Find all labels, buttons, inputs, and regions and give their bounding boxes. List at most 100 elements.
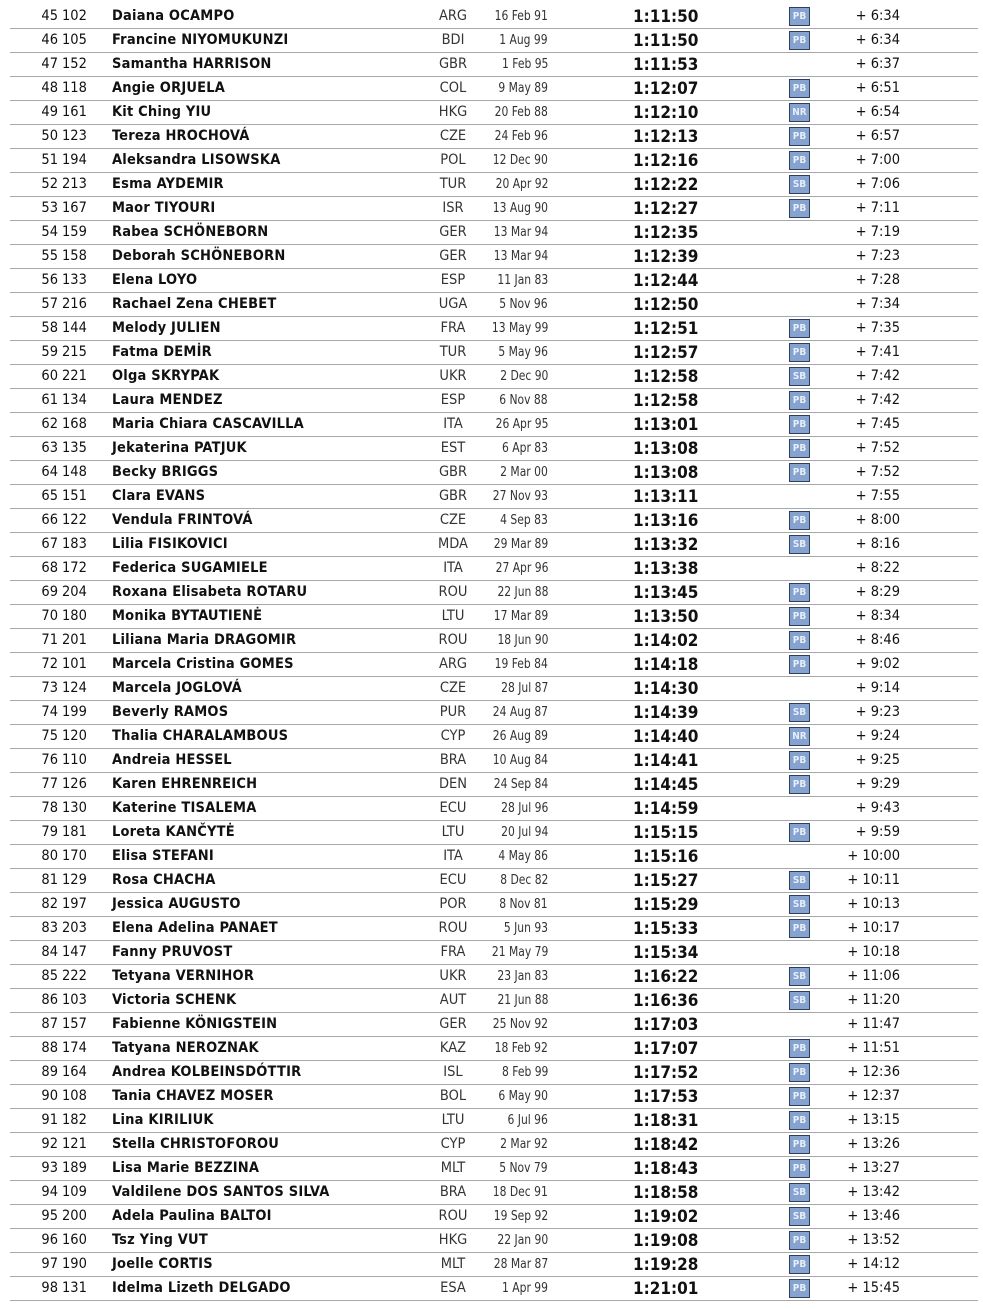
rank: 89 — [41, 1064, 58, 1080]
record-badge: SB — [789, 991, 810, 1010]
athlete-name: Maria Chiara CASCAVILLA — [112, 416, 304, 432]
time-behind: + 8:29 — [855, 584, 900, 600]
rank: 77 — [41, 776, 58, 792]
time-behind: + 9:02 — [855, 656, 900, 672]
time-behind: + 13:27 — [847, 1160, 900, 1176]
athlete-name: Elena LOYO — [112, 272, 198, 288]
bib-number: 199 — [62, 704, 87, 720]
table-row: 65 151 Clara EVANS GBR 27 Nov 93 1:13:11 + 7:5… — [10, 485, 978, 509]
date-of-birth: 6 Jul 96 — [507, 1113, 548, 1128]
athlete-name: Karen EHRENREICH — [112, 776, 258, 792]
bib-number: 221 — [62, 368, 87, 384]
country-code: BRA — [439, 752, 467, 768]
finish-time: 1:13:08 — [633, 439, 699, 459]
bib-number: 197 — [62, 896, 87, 912]
time-behind: + 7:55 — [855, 488, 900, 504]
finish-time: 1:14:59 — [633, 799, 699, 819]
athlete-name: Angie ORJUELA — [112, 80, 226, 96]
rank: 52 — [41, 176, 58, 192]
rank: 90 — [41, 1088, 58, 1104]
bib-number: 151 — [62, 488, 87, 504]
table-row: 77 126 Karen EHRENREICH DEN 24 Sep 84 1:14:45… — [10, 773, 978, 797]
table-row: 85 222 Tetyana VERNIHOR UKR 23 Jan 83 1:16:22… — [10, 965, 978, 989]
athlete-name: Elisa STEFANI — [112, 848, 214, 864]
athlete-name: Lilia FISIKOVICI — [112, 536, 228, 552]
table-row: 59 215 Fatma DEMİR TUR 5 May 96 1:12:57 PB + 7:… — [10, 341, 978, 365]
country-code: ARG — [438, 8, 468, 24]
time-behind: + 10:11 — [847, 872, 900, 888]
date-of-birth: 12 Dec 90 — [492, 153, 548, 168]
table-row: 88 174 Tatyana NEROZNAK KAZ 18 Feb 92 1:17:07… — [10, 1037, 978, 1061]
athlete-name: Tsz Ying VUT — [112, 1232, 208, 1248]
table-row: 80 170 Elisa STEFANI ITA 4 May 86 1:15:16 + 10… — [10, 845, 978, 869]
finish-time: 1:17:07 — [633, 1039, 699, 1059]
time-behind: + 13:26 — [847, 1136, 900, 1152]
country-code: POL — [440, 152, 466, 168]
table-row: 82 197 Jessica AUGUSTO POR 8 Nov 81 1:15:29 SB… — [10, 893, 978, 917]
finish-time: 1:12:16 — [633, 151, 699, 171]
bib-number: 130 — [62, 800, 87, 816]
record-badge: PB — [789, 7, 810, 26]
finish-time: 1:13:32 — [633, 535, 699, 555]
rank: 82 — [41, 896, 58, 912]
time-behind: + 13:52 — [847, 1232, 900, 1248]
table-row: 57 216 Rachael Zena CHEBET UGA 5 Nov 96 1:12:… — [10, 293, 978, 317]
date-of-birth: 22 Jan 90 — [497, 1233, 548, 1248]
date-of-birth: 19 Feb 84 — [494, 657, 548, 672]
finish-time: 1:12:58 — [633, 391, 699, 411]
country-code: UGA — [438, 296, 468, 312]
finish-time: 1:15:15 — [633, 823, 699, 843]
country-code: CYP — [440, 1136, 466, 1152]
table-row: 49 161 Kit Ching YIU HKG 20 Feb 88 1:12:10 NR +… — [10, 101, 978, 125]
athlete-name: Aleksandra LISOWSKA — [112, 152, 281, 168]
bib-number: 147 — [62, 944, 87, 960]
finish-time: 1:12:58 — [633, 367, 699, 387]
athlete-name: Fanny PRUVOST — [112, 944, 233, 960]
finish-time: 1:15:29 — [633, 895, 699, 915]
athlete-name: Marcela Cristina GOMES — [112, 656, 294, 672]
table-row: 76 110 Andreia HESSEL BRA 10 Aug 84 1:14:41 PB… — [10, 749, 978, 773]
finish-time: 1:14:30 — [633, 679, 699, 699]
record-badge: PB — [789, 655, 810, 674]
country-code: TUR — [439, 344, 467, 360]
country-code: ROU — [438, 584, 468, 600]
record-badge: PB — [789, 1159, 810, 1178]
rank: 84 — [41, 944, 58, 960]
athlete-name: Fatma DEMİR — [112, 344, 212, 360]
rank: 54 — [41, 224, 58, 240]
date-of-birth: 2 Dec 90 — [499, 369, 548, 384]
country-code: FRA — [440, 320, 466, 336]
athlete-name: Tatyana NEROZNAK — [112, 1040, 259, 1056]
bib-number: 216 — [62, 296, 87, 312]
bib-number: 213 — [62, 176, 87, 192]
record-badge: PB — [789, 1087, 810, 1106]
bib-number: 144 — [62, 320, 87, 336]
table-row: 92 121 Stella CHRISTOFOROU CYP 2 Mar 92 1:18:… — [10, 1133, 978, 1157]
bib-number: 126 — [62, 776, 87, 792]
time-behind: + 11:20 — [847, 992, 900, 1008]
rank: 64 — [41, 464, 58, 480]
table-row: 91 182 Lina KIRILIUK LTU 6 Jul 96 1:18:31 PB + … — [10, 1109, 978, 1133]
date-of-birth: 21 Jun 88 — [496, 993, 548, 1008]
date-of-birth: 27 Nov 93 — [492, 489, 548, 504]
bib-number: 121 — [62, 1136, 87, 1152]
bib-number: 134 — [62, 392, 87, 408]
athlete-name: Vendula FRINTOVÁ — [112, 512, 253, 528]
bib-number: 160 — [62, 1232, 87, 1248]
date-of-birth: 11 Jan 83 — [497, 273, 548, 288]
country-code: GBR — [438, 56, 468, 72]
finish-time: 1:15:27 — [633, 871, 699, 891]
rank: 93 — [41, 1160, 58, 1176]
athlete-name: Roxana Elisabeta ROTARU — [112, 584, 308, 600]
country-code: GER — [439, 224, 467, 240]
time-behind: + 9:25 — [855, 752, 900, 768]
date-of-birth: 4 Sep 83 — [500, 513, 548, 528]
record-badge: PB — [789, 607, 810, 626]
bib-number: 158 — [62, 248, 87, 264]
bib-number: 189 — [62, 1160, 87, 1176]
rank: 72 — [41, 656, 58, 672]
table-row: 46 105 Francine NIYOMUKUNZI BDI 1 Aug 99 1:11… — [10, 29, 978, 53]
bib-number: 182 — [62, 1112, 87, 1128]
finish-time: 1:19:02 — [633, 1207, 699, 1227]
country-code: ROU — [438, 632, 468, 648]
